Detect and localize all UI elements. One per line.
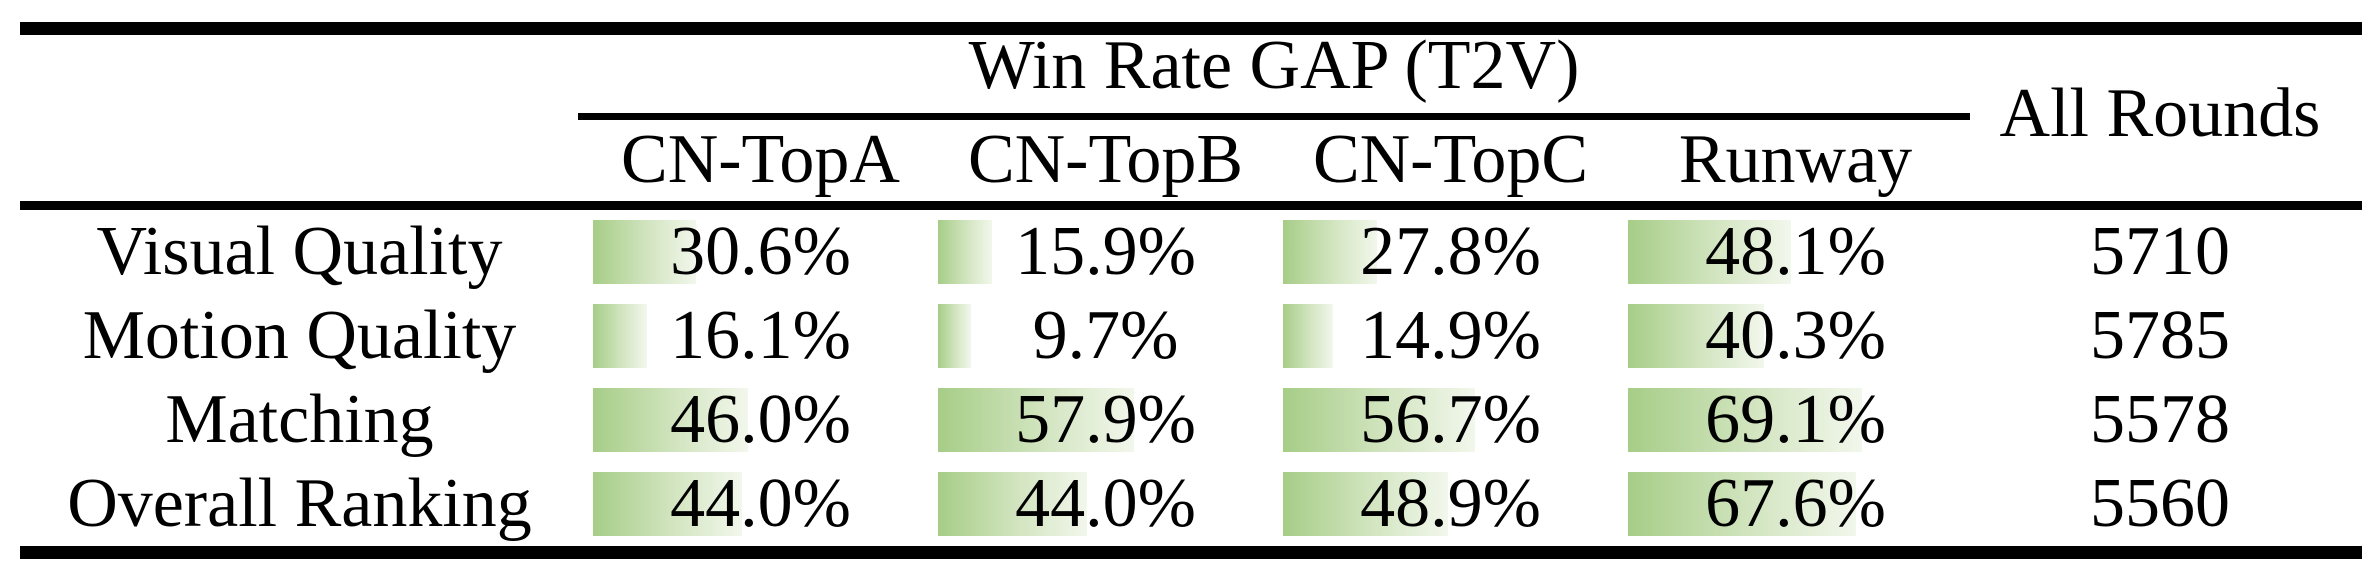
- win-rate-bar: [1283, 472, 1448, 536]
- group-title-underline: [578, 113, 1970, 120]
- all-rounds-cell: 5785: [2090, 297, 2230, 374]
- percent-value: 27.8%: [1360, 213, 1541, 290]
- data-cell: 9.7%: [933, 294, 1278, 378]
- data-cell: 16.1%: [588, 294, 933, 378]
- data-cell: 57.9%: [933, 378, 1278, 462]
- row-label: Overall Ranking: [67, 465, 532, 542]
- percent-value: 69.1%: [1705, 381, 1886, 458]
- percent-value: 44.0%: [1015, 465, 1196, 542]
- win-rate-bar: [593, 472, 742, 536]
- percent-value: 14.9%: [1360, 297, 1541, 374]
- percent-value: 48.1%: [1705, 213, 1886, 290]
- data-cell: 14.9%: [1278, 294, 1623, 378]
- data-cell: 44.0%: [588, 462, 933, 546]
- row-label: Visual Quality: [96, 213, 503, 290]
- win-rate-bar: [938, 304, 971, 368]
- table-row: Overall Ranking 44.0% 44.0% 48.9% 67.6% …: [0, 462, 2376, 546]
- data-cell: 48.9%: [1278, 462, 1623, 546]
- win-rate-bar: [1628, 388, 1862, 452]
- percent-value: 67.6%: [1705, 465, 1886, 542]
- table-row: Matching 46.0% 57.9% 56.7% 69.1% 5578: [0, 378, 2376, 462]
- column-header-runway: Runway: [1678, 121, 1913, 198]
- data-cell: 56.7%: [1278, 378, 1623, 462]
- win-rate-bar: [1283, 304, 1333, 368]
- win-rate-bar: [593, 220, 696, 284]
- all-rounds-cell: 5710: [2090, 213, 2230, 290]
- percent-value: 40.3%: [1705, 297, 1886, 374]
- win-rate-bar: [1283, 388, 1475, 452]
- column-header-cn-topc: CN-TopC: [1312, 121, 1589, 198]
- percent-value: 9.7%: [1032, 297, 1179, 374]
- data-cell: 40.3%: [1623, 294, 1968, 378]
- percent-value: 46.0%: [670, 381, 851, 458]
- win-rate-bar: [1628, 304, 1764, 368]
- percent-value: 57.9%: [1015, 381, 1196, 458]
- data-cell: 15.9%: [933, 210, 1278, 294]
- table-top-rule: [20, 22, 2362, 35]
- data-cell: 69.1%: [1623, 378, 1968, 462]
- data-cell: 30.6%: [588, 210, 933, 294]
- table-row: Visual Quality 30.6% 15.9% 27.8% 48.1% 5…: [0, 210, 2376, 294]
- column-header-cn-topb: CN-TopB: [967, 121, 1244, 198]
- win-rate-bar: [938, 220, 992, 284]
- all-rounds-cell: 5578: [2090, 381, 2230, 458]
- data-cell: 48.1%: [1623, 210, 1968, 294]
- table-row: Motion Quality 16.1% 9.7% 14.9% 40.3% 57…: [0, 294, 2376, 378]
- data-cell: 67.6%: [1623, 462, 1968, 546]
- percent-value: 15.9%: [1015, 213, 1196, 290]
- win-rate-bar: [938, 388, 1134, 452]
- data-cell: 46.0%: [588, 378, 933, 462]
- row-label: Motion Quality: [82, 297, 517, 374]
- data-cell: 27.8%: [1278, 210, 1623, 294]
- win-rate-bar: [1283, 220, 1377, 284]
- win-rate-bar: [938, 472, 1087, 536]
- percent-value: 16.1%: [670, 297, 851, 374]
- data-cell: 44.0%: [933, 462, 1278, 546]
- column-header-cn-topa: CN-TopA: [621, 121, 900, 198]
- percent-value: 48.9%: [1360, 465, 1541, 542]
- win-rate-bar: [593, 304, 647, 368]
- percent-value: 56.7%: [1360, 381, 1541, 458]
- table-group-title: Win Rate GAP (T2V): [968, 27, 1580, 104]
- header-separator-rule: [20, 201, 2362, 210]
- win-rate-bar: [1628, 220, 1791, 284]
- table-bottom-rule: [20, 546, 2362, 559]
- all-rounds-cell: 5560: [2090, 465, 2230, 542]
- column-header-all-rounds: All Rounds: [1999, 75, 2321, 152]
- percent-value: 44.0%: [670, 465, 851, 542]
- win-rate-bar: [593, 388, 748, 452]
- percent-value: 30.6%: [670, 213, 851, 290]
- win-rate-bar: [1628, 472, 1856, 536]
- row-label: Matching: [165, 381, 434, 458]
